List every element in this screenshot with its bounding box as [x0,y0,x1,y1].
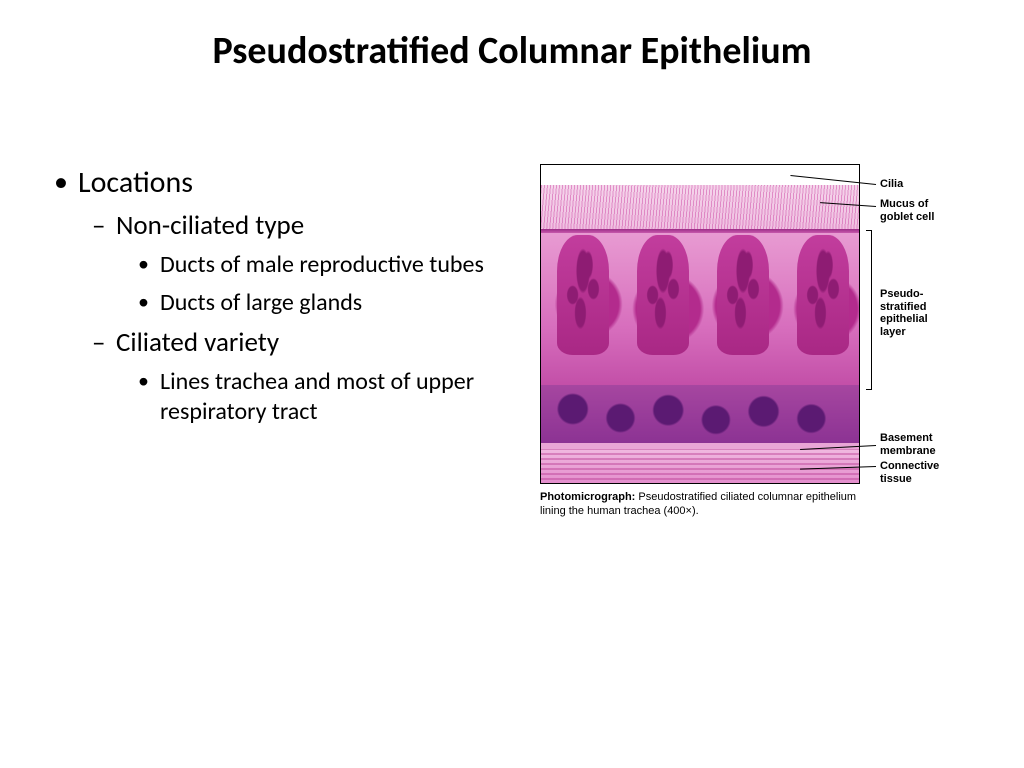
label-text: Pseudo- [880,288,928,301]
bullet-list: Locations Non-ciliated type Ducts of mal… [50,164,530,427]
figure-column: Cilia Mucus of goblet cell Pseudo- strat… [540,164,980,519]
label-connective-tissue: Connective tissue [880,460,960,485]
bullet-text: Locations [78,164,193,201]
goblet-cell [717,235,769,355]
label-epithelial-layer: Pseudo- stratified epithelial layer [880,288,928,339]
cilia-layer [541,185,859,230]
label-text: Mucus of goblet cell [880,198,950,223]
basal-nuclei-layer [541,385,859,445]
bullet-text: Non-ciliated type [116,209,304,242]
caption-bold: Photomicrograph: [540,491,635,503]
goblet-cell [557,235,609,355]
label-text: stratified [880,301,928,314]
label-cilia: Cilia [880,178,903,191]
micrograph-whitespace [541,165,859,185]
bullet-l2: Non-ciliated type Ducts of male reproduc… [88,209,530,318]
bullet-text: Ciliated variety [116,326,279,359]
bullet-l2: Ciliated variety Lines trachea and most … [88,326,530,427]
slide: Pseudostratified Columnar Epithelium Loc… [0,0,1024,768]
bullet-l1: Locations Non-ciliated type Ducts of mal… [50,164,530,427]
connective-tissue-layer [541,449,859,484]
text-column: Locations Non-ciliated type Ducts of mal… [50,164,530,519]
label-mucus: Mucus of goblet cell [880,198,950,223]
goblet-cell [797,235,849,355]
goblet-cell [637,235,689,355]
label-text: Connective tissue [880,460,960,485]
label-text: layer [880,326,928,339]
figure-caption: Photomicrograph: Pseudostratified ciliat… [540,490,880,519]
content-row: Locations Non-ciliated type Ducts of mal… [50,164,974,519]
bullet-l3: Ducts of male reproductive tubes [134,250,530,280]
bullet-l3: Lines trachea and most of upper respirat… [134,367,530,427]
bracket [866,230,872,390]
bullet-l3: Ducts of large glands [134,288,530,318]
figure-labels: Cilia Mucus of goblet cell Pseudo- strat… [870,164,990,484]
photomicrograph [540,164,860,484]
slide-title: Pseudostratified Columnar Epithelium [50,28,974,74]
label-text: Basement membrane [880,432,960,457]
figure: Cilia Mucus of goblet cell Pseudo- strat… [540,164,980,519]
label-basement-membrane: Basement membrane [880,432,960,457]
label-text: epithelial [880,313,928,326]
